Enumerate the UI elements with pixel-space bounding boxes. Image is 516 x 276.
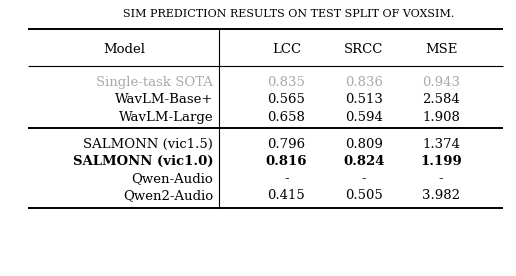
Text: Single-task SOTA: Single-task SOTA <box>96 76 213 89</box>
Text: 0.816: 0.816 <box>266 155 307 168</box>
Text: WavLM-Large: WavLM-Large <box>119 110 213 124</box>
Text: 0.565: 0.565 <box>267 93 305 107</box>
Text: 0.658: 0.658 <box>267 110 305 124</box>
Text: Qwen-Audio: Qwen-Audio <box>132 172 213 185</box>
Text: -: - <box>284 172 288 185</box>
Text: 0.836: 0.836 <box>345 76 383 89</box>
Text: 0.594: 0.594 <box>345 110 383 124</box>
Text: 1.908: 1.908 <box>422 110 460 124</box>
Text: Model: Model <box>103 43 145 56</box>
Text: 0.824: 0.824 <box>343 155 384 168</box>
Text: MSE: MSE <box>425 43 457 56</box>
Text: -: - <box>362 172 366 185</box>
Text: SIM PREDICTION RESULTS ON TEST SPLIT OF VOXSIM.: SIM PREDICTION RESULTS ON TEST SPLIT OF … <box>123 9 455 19</box>
Text: 1.374: 1.374 <box>422 138 460 151</box>
Text: SRCC: SRCC <box>344 43 383 56</box>
Text: SALMONN (vic1.5): SALMONN (vic1.5) <box>83 138 213 151</box>
Text: 1.199: 1.199 <box>421 155 462 168</box>
Text: 0.809: 0.809 <box>345 138 383 151</box>
Text: SALMONN (vic1.0): SALMONN (vic1.0) <box>73 155 213 168</box>
Text: LCC: LCC <box>272 43 301 56</box>
Text: 3.982: 3.982 <box>422 189 460 203</box>
Text: 2.584: 2.584 <box>422 93 460 107</box>
Text: WavLM-Base+: WavLM-Base+ <box>115 93 213 107</box>
Text: 0.943: 0.943 <box>422 76 460 89</box>
Text: -: - <box>439 172 443 185</box>
Text: 0.835: 0.835 <box>267 76 305 89</box>
Text: 0.415: 0.415 <box>267 189 305 203</box>
Text: Qwen2-Audio: Qwen2-Audio <box>123 189 213 203</box>
Text: 0.513: 0.513 <box>345 93 383 107</box>
Text: 0.505: 0.505 <box>345 189 383 203</box>
Text: 0.796: 0.796 <box>267 138 305 151</box>
